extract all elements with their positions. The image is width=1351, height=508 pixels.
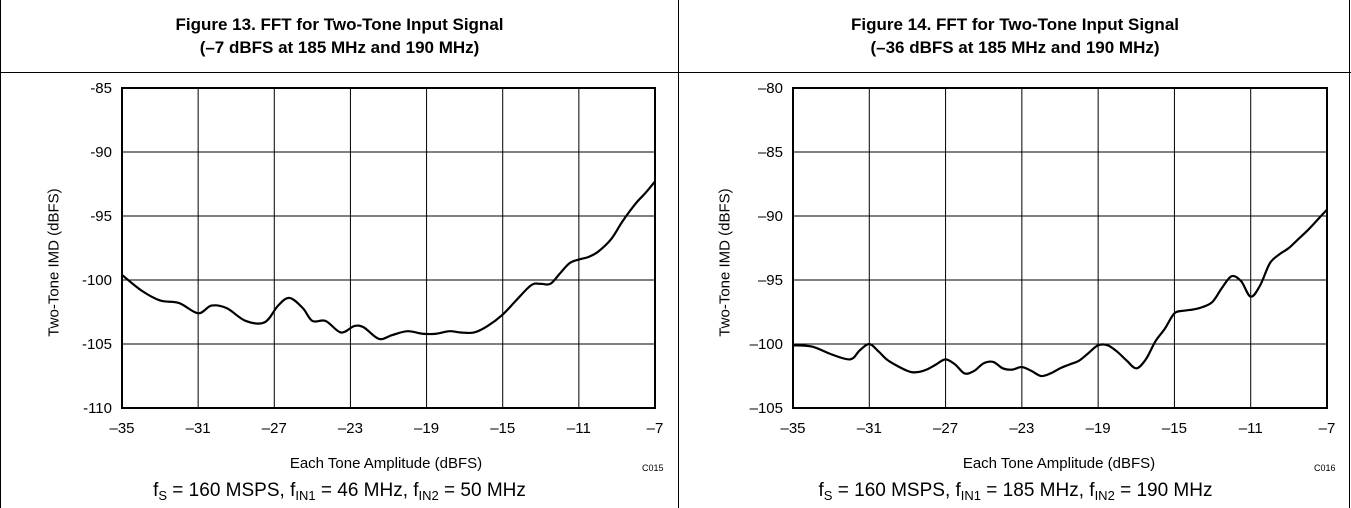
figure-14-subtitle: (–36 dBFS at 185 MHz and 190 MHz) (870, 38, 1160, 57)
fs-value: = 160 MSPS, (167, 480, 291, 501)
x-tick-label: –35 (109, 420, 134, 437)
y-tick-label: -100 (82, 272, 112, 289)
fs-value: = 160 MSPS, (832, 480, 956, 501)
y-tick-label: -85 (90, 80, 112, 97)
x-tick-label: –27 (933, 420, 958, 437)
x-tick-label: –27 (262, 420, 287, 437)
plot-frame (121, 87, 656, 409)
x-tick-label: –31 (857, 420, 882, 437)
y-tick-label: -95 (90, 208, 112, 225)
x-tick-label: –15 (1162, 420, 1187, 437)
x-tick-label: –23 (1009, 420, 1034, 437)
figure-14-x-axis-label: Each Tone Amplitude (dBFS) (962, 455, 1156, 472)
fin1-subscript: IN1 (960, 488, 982, 503)
fin2-symbol: f (1089, 480, 1095, 501)
fs-subscript: S (823, 488, 833, 503)
figure-13-code: C015 (642, 463, 664, 473)
fs-symbol: f (818, 480, 824, 501)
figure-14-chart: –35 –31 –27 –23 –19 –15 –11 –7 –80 –85 –90 –95 –100 –… (750, 80, 1336, 437)
figure-14-panel: Figure 14. FFT for Two-Tone Input Signal… (678, 0, 1351, 508)
fin1-symbol: f (290, 480, 296, 501)
y-tick-label: -110 (83, 400, 112, 417)
fin2-subscript: IN2 (1094, 488, 1115, 503)
fin2-value: = 50 MHz (438, 480, 526, 501)
fin1-symbol: f (955, 480, 961, 501)
x-tick-label: –31 (186, 420, 211, 437)
fin2-subscript: IN2 (418, 488, 439, 503)
fin2-value: = 190 MHz (1114, 480, 1213, 501)
y-tick-label: –85 (758, 144, 783, 161)
fin1-value: = 185 MHz, (981, 480, 1090, 501)
figure-14-code: C016 (1314, 463, 1336, 473)
x-tick-label: –35 (780, 420, 805, 437)
figure-14-title: Figure 14. FFT for Two-Tone Input Signal (850, 15, 1179, 34)
x-tick-label: –19 (1086, 420, 1111, 437)
x-tick-label: –7 (1319, 420, 1336, 437)
fs-symbol: f (153, 480, 159, 501)
x-tick-label: –11 (567, 420, 591, 437)
imd-series-line (792, 208, 1328, 378)
fin1-value: = 46 MHz, (315, 480, 414, 501)
figure-13-chart: –35 –31 –27 –23 –19 –15 –11 –7 -85 -90 -95 -100 -105… (82, 80, 664, 437)
y-tick-label: -105 (82, 336, 112, 353)
figure-13-title-cell: Figure 13. FFT for Two-Tone Input Signal… (1, 0, 678, 73)
figure-14-y-axis-label: Two-Tone IMD (dBFS) (716, 188, 734, 337)
y-tick-label: –95 (758, 272, 783, 289)
imd-series-line (121, 180, 656, 341)
fin2-symbol: f (413, 480, 419, 501)
x-tick-label: –11 (1239, 420, 1263, 437)
figure-13-conditions: fS = 160 MSPS, fIN1 = 46 MHz, fIN2 = 50 … (1, 480, 678, 502)
x-tick-label: –15 (490, 420, 515, 437)
x-tick-label: –19 (414, 420, 439, 437)
figure-14-conditions: fS = 160 MSPS, fIN1 = 185 MHz, fIN2 = 19… (679, 480, 1351, 502)
figure-13-title: Figure 13. FFT for Two-Tone Input Signal (175, 15, 504, 34)
figure-13-panel: Figure 13. FFT for Two-Tone Input Signal… (1, 0, 678, 508)
y-tick-label: –105 (750, 400, 783, 417)
figure-14-title-cell: Figure 14. FFT for Two-Tone Input Signal… (679, 0, 1351, 73)
fs-subscript: S (158, 488, 168, 503)
y-tick-label: –80 (758, 80, 783, 97)
fin1-subscript: IN1 (295, 488, 316, 503)
figure-13-y-axis-label: Two-Tone IMD (dBFS) (45, 188, 63, 337)
plot-frame (792, 87, 1328, 409)
x-tick-label: –23 (338, 420, 363, 437)
figure-13-subtitle: (–7 dBFS at 185 MHz and 190 MHz) (199, 38, 480, 57)
y-tick-label: –90 (758, 208, 783, 225)
x-tick-label: –7 (647, 420, 664, 437)
figure-13-x-axis-label: Each Tone Amplitude (dBFS) (289, 455, 483, 472)
y-tick-label: –100 (750, 336, 783, 353)
y-tick-label: -90 (90, 144, 112, 161)
